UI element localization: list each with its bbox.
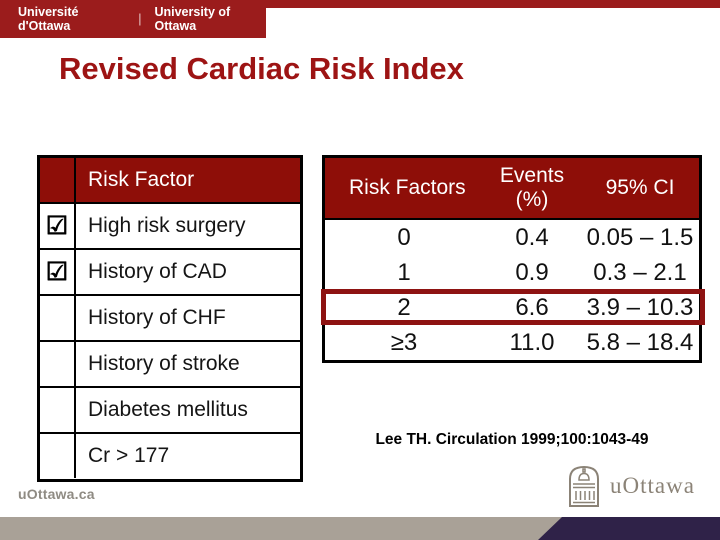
checkbox-empty[interactable]: [40, 388, 76, 432]
risk-factor-label: History of stroke: [88, 352, 240, 375]
checkbox-checked-icon[interactable]: ☑: [40, 250, 76, 294]
risk-factor-table: Risk Factor ☑ High risk surgery ☑ History o…: [37, 155, 303, 482]
table-cell: 2: [397, 293, 411, 321]
table-row: ☑ High risk surgery: [40, 202, 300, 248]
logo-wordmark: uOttawa: [610, 473, 695, 498]
risk-factor-table-body: ☑ High risk surgery ☑ History of CAD History…: [40, 202, 300, 478]
footer-accent-wedge: [538, 517, 720, 540]
table-row: Cr > 177: [40, 432, 300, 478]
checkbox-empty[interactable]: [40, 434, 76, 478]
table-cell: 3.9 – 10.3: [586, 293, 694, 321]
table-row: History of stroke: [40, 340, 300, 386]
university-banner: Université d'Ottawa | University of Otta…: [0, 0, 266, 38]
table-row: 0 0.4 0.05 – 1.5: [325, 220, 699, 255]
table-cell: 0.3 – 2.1: [593, 258, 687, 286]
events-table: Risk Factors Events (%) 95% CI 0 0.4 0.05 …: [321, 155, 705, 363]
checkbox-column-header: [40, 158, 76, 202]
risk-factor-label: History of CAD: [88, 260, 227, 283]
table-cell: 5.8 – 18.4: [586, 328, 694, 356]
table-row: ☑ History of CAD: [40, 248, 300, 294]
header-events-line1: Events: [499, 164, 565, 187]
table-cell: 0: [397, 223, 411, 251]
table-cell: 0.4: [515, 223, 549, 251]
tabaret-hall-icon: [569, 465, 599, 507]
risk-factor-header-label: Risk Factor: [88, 168, 195, 191]
table-row: ≥3 11.0 5.8 – 18.4: [325, 325, 699, 360]
checkbox-checked-icon[interactable]: ☑: [40, 204, 76, 248]
table-row: 1 0.9 0.3 – 2.1: [325, 255, 699, 290]
uottawa-logo: uOttawa: [566, 464, 695, 508]
table-cell: 1: [397, 258, 411, 286]
table-row: History of CHF: [40, 294, 300, 340]
checkbox-empty[interactable]: [40, 296, 76, 340]
table-cell: 6.6: [515, 293, 549, 321]
checkbox-empty[interactable]: [40, 342, 76, 386]
university-name-french: Université d'Ottawa: [18, 5, 79, 33]
footer-bar: [0, 517, 720, 540]
risk-factor-label: History of CHF: [88, 306, 226, 329]
university-name-english: University of Ottawa: [154, 5, 231, 33]
header-95ci: 95% CI: [605, 176, 675, 199]
banner-separator: |: [138, 12, 142, 26]
table-row: 2 6.6 3.9 – 10.3: [325, 290, 699, 325]
banner-top-strip: [0, 0, 720, 8]
table-cell: 11.0: [509, 328, 555, 356]
risk-factor-label: Cr > 177: [88, 444, 170, 467]
header-risk-factors: Risk Factors: [349, 176, 466, 199]
events-table-header: Risk Factors Events (%) 95% CI: [325, 158, 699, 220]
citation: Lee TH. Circulation 1999;100:1043-49: [375, 431, 649, 448]
header-events-pct: Events (%): [483, 158, 581, 218]
risk-factor-label: Diabetes mellitus: [88, 398, 248, 421]
page-title: Revised Cardiac Risk Index: [59, 51, 464, 86]
risk-factor-table-header: Risk Factor: [40, 158, 300, 202]
table-cell: 0.9: [515, 258, 549, 286]
table-cell: ≥3: [390, 328, 418, 356]
table-cell: 0.05 – 1.5: [586, 223, 694, 251]
risk-factor-label: High risk surgery: [88, 214, 246, 237]
website-url[interactable]: uOttawa.ca: [18, 486, 95, 502]
header-events-line2: (%): [515, 188, 549, 211]
events-table-body: 0 0.4 0.05 – 1.5 1 0.9 0.3 – 2.1 2 6.6 3.9 – 10.…: [325, 220, 699, 360]
table-row: Diabetes mellitus: [40, 386, 300, 432]
